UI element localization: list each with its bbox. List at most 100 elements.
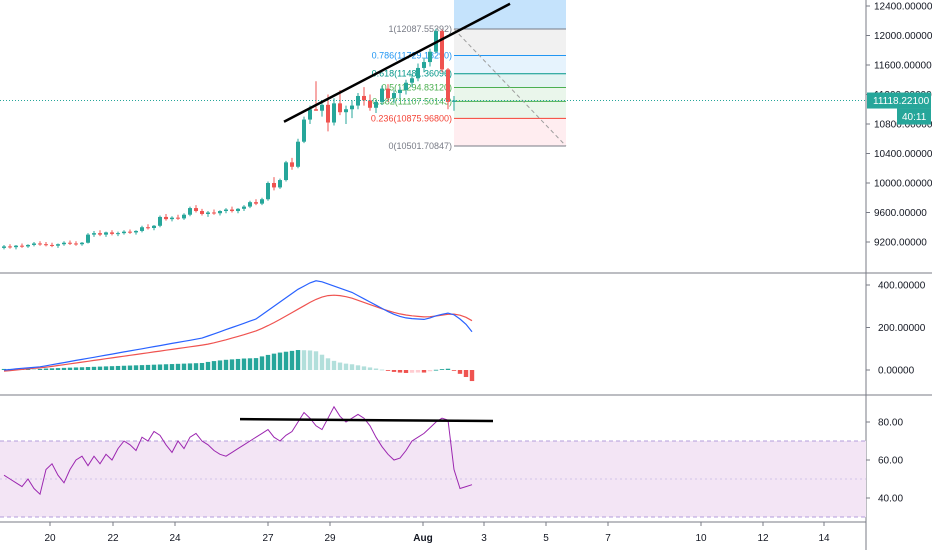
candle-body: [218, 211, 222, 214]
rsi-resistance-line[interactable]: [239, 417, 494, 423]
candle-body: [446, 69, 450, 102]
candle-body: [92, 233, 96, 235]
macd-histogram-bar: [109, 366, 115, 370]
candle-body: [278, 180, 282, 188]
candle-body: [440, 31, 444, 70]
macd-histogram-bar: [253, 358, 259, 370]
macd-histogram-bar: [223, 359, 229, 370]
candle-body: [44, 244, 48, 246]
macd-histogram-bar: [199, 362, 205, 370]
macd-histogram-bar: [85, 367, 91, 370]
macd-pane[interactable]: [1, 280, 475, 382]
macd-line: [3, 280, 473, 371]
candle-body: [248, 202, 252, 207]
candle-body: [110, 232, 114, 234]
macd-histogram-bar: [289, 350, 295, 370]
macd-histogram-bar: [91, 366, 97, 370]
macd-histogram-bar: [217, 360, 223, 370]
price-tick-label: 9600.00000: [874, 208, 927, 219]
macd-histogram-bar: [457, 370, 463, 374]
rsi-tick-label: 40.00: [878, 494, 903, 505]
macd-histogram-bar: [433, 369, 439, 371]
rsi-tick-label: 80.00: [878, 418, 903, 429]
macd-histogram-bar: [319, 354, 325, 370]
fib-zone: [454, 101, 566, 119]
macd-histogram-bar: [463, 370, 469, 378]
macd-histogram-bar: [157, 364, 163, 370]
candle-body: [74, 243, 78, 245]
fib-zone: [454, 73, 566, 88]
price-tick-label: 12000.00000: [874, 31, 932, 42]
candle-body: [182, 214, 186, 219]
fib-level-label: 0.618(11481.36096): [372, 69, 452, 79]
candle-body: [68, 242, 72, 244]
candle-body: [266, 183, 270, 200]
macd-histogram-bar: [79, 367, 85, 370]
macd-histogram-bar: [67, 367, 73, 370]
macd-histogram-bar: [337, 362, 343, 370]
macd-histogram-bar: [121, 365, 127, 370]
trendline[interactable]: [283, 2, 511, 123]
macd-histogram-bar: [181, 363, 187, 370]
candle-body: [452, 100, 456, 102]
rsi-pane[interactable]: [0, 405, 866, 518]
macd-tick-label: 200.00000: [878, 323, 926, 334]
macd-histogram-bar: [187, 363, 193, 370]
fib-level-label: 0(10501.70847): [388, 141, 452, 151]
candle-body: [236, 208, 240, 212]
macd-histogram-bar: [367, 367, 373, 370]
macd-histogram-bar: [427, 370, 433, 372]
candle-body: [362, 95, 366, 101]
macd-histogram-bar: [133, 365, 139, 370]
macd-histogram-bar: [163, 364, 169, 370]
candle-body: [38, 243, 42, 245]
macd-histogram-bar: [265, 354, 271, 370]
rsi-tick-label: 60.00: [878, 456, 903, 467]
fib-zone: [454, 87, 566, 102]
macd-histogram-bar: [145, 364, 151, 370]
candle-body: [332, 103, 336, 123]
macd-histogram-bar: [55, 368, 61, 370]
candle-body: [230, 209, 234, 212]
candle-body: [8, 246, 12, 248]
fib-level-label: 1(12087.55392): [388, 24, 452, 34]
macd-histogram-bar: [31, 369, 37, 370]
macd-histogram-bar: [169, 364, 175, 370]
candle-body: [20, 245, 24, 247]
price-pane[interactable]: [0, 2, 866, 250]
time-tick-label: 10: [695, 533, 707, 544]
time-tick-label: 3: [481, 533, 487, 544]
candle-body: [122, 231, 126, 234]
countdown-tag: [897, 108, 931, 125]
fib-level-label: 0.236(10875.96800): [371, 113, 452, 123]
candle-body: [212, 212, 216, 214]
last-price-tag: [867, 92, 931, 109]
candle-body: [98, 233, 102, 235]
macd-histogram-bar: [415, 370, 421, 373]
macd-histogram-bar: [175, 363, 181, 370]
macd-histogram-bar: [313, 351, 319, 370]
candle-body: [224, 209, 228, 212]
macd-histogram-bar: [379, 369, 385, 371]
signal-line: [3, 294, 473, 372]
candle-body: [380, 88, 384, 102]
macd-histogram-bar: [301, 350, 307, 370]
fib-zone: [454, 55, 566, 74]
macd-histogram-bar: [259, 356, 265, 370]
price-tick-label: 11600.00000: [874, 61, 932, 72]
candle-body: [104, 232, 108, 235]
candle-body: [242, 206, 246, 209]
macd-histogram-bar: [421, 370, 427, 373]
time-tick-label: 12: [757, 533, 769, 544]
macd-histogram-bar: [271, 353, 277, 370]
price-tick-label: 10800.00000: [874, 120, 932, 131]
time-tick-label: 5: [543, 533, 549, 544]
macd-histogram-bar: [247, 358, 253, 370]
candle-body: [32, 243, 36, 245]
macd-histogram-bar: [397, 370, 403, 373]
fib-trend-line[interactable]: [453, 28, 567, 147]
candle-body: [50, 244, 54, 246]
macd-histogram-bar: [43, 368, 49, 370]
